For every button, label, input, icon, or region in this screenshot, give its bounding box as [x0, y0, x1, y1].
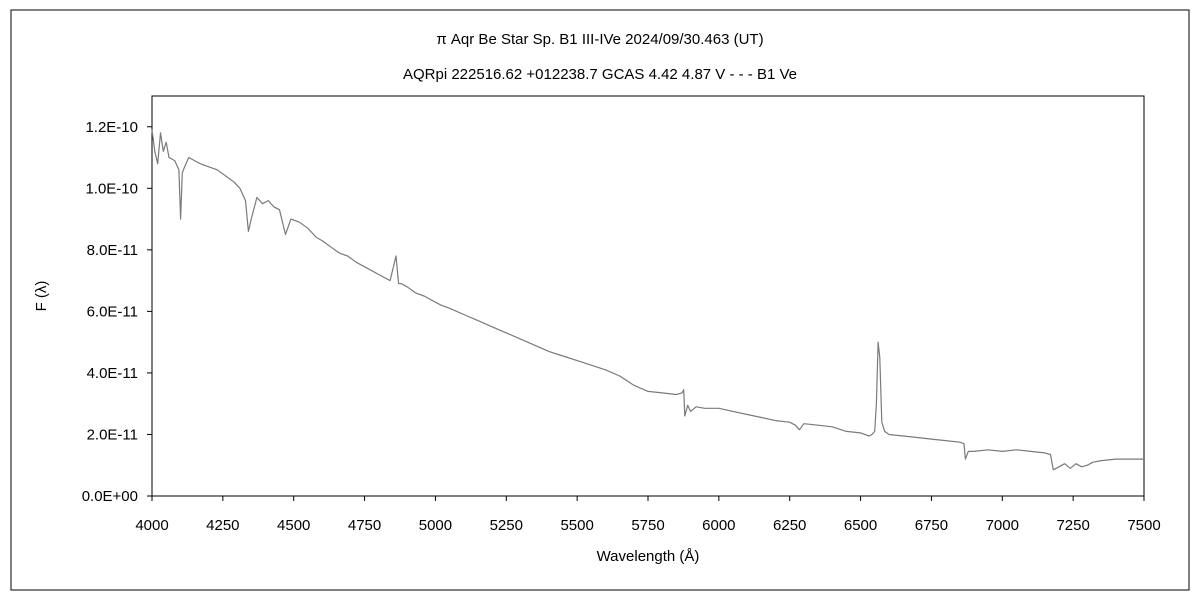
x-tick-label: 6500 — [844, 517, 877, 534]
spectrum-line — [151, 129, 1144, 471]
y-tick-label: 1.0E-10 — [85, 180, 138, 197]
x-tick-label: 7000 — [986, 517, 1019, 534]
x-tick-label: 5250 — [490, 517, 523, 534]
x-tick-label: 5750 — [631, 517, 664, 534]
x-axis: 4000 4250 4500 4750 5000 5250 5500 5750 6000 6250… — [135, 496, 1161, 534]
plot-area — [151, 95, 1145, 497]
x-tick-label: 7500 — [1127, 517, 1160, 534]
y-axis-label: F (λ) — [33, 281, 50, 312]
x-tick-label: 7250 — [1056, 517, 1089, 534]
x-tick-label: 6000 — [702, 517, 735, 534]
chart-title: π Aqr Be Star Sp. B1 III-IVe 2024/09/30.… — [436, 31, 763, 48]
y-tick-label: 0.0E+00 — [82, 488, 138, 505]
chart-subtitle: AQRpi 222516.62 +012238.7 GCAS 4.42 4.87… — [403, 66, 797, 83]
y-tick-label: 4.0E-11 — [87, 365, 138, 382]
x-tick-label: 5000 — [419, 517, 452, 534]
x-tick-label: 4250 — [206, 517, 239, 534]
x-axis-label: Wavelength (Å) — [597, 548, 700, 565]
series-layer — [151, 129, 1144, 471]
x-tick-label: 4000 — [135, 517, 168, 534]
y-tick-label: 1.2E-10 — [85, 119, 138, 136]
x-tick-label: 4750 — [348, 517, 381, 534]
x-tick-label: 5500 — [560, 517, 593, 534]
y-tick-label: 6.0E-11 — [87, 303, 138, 320]
x-tick-label: 6750 — [915, 517, 948, 534]
x-tick-label: 4500 — [277, 517, 310, 534]
x-tick-label: 6250 — [773, 517, 806, 534]
y-tick-label: 8.0E-11 — [87, 242, 138, 259]
y-tick-label: 2.0E-11 — [87, 426, 138, 443]
y-axis: 0.0E+00 2.0E-11 4.0E-11 6.0E-11 8.0E-11 1.0E-… — [82, 119, 152, 505]
